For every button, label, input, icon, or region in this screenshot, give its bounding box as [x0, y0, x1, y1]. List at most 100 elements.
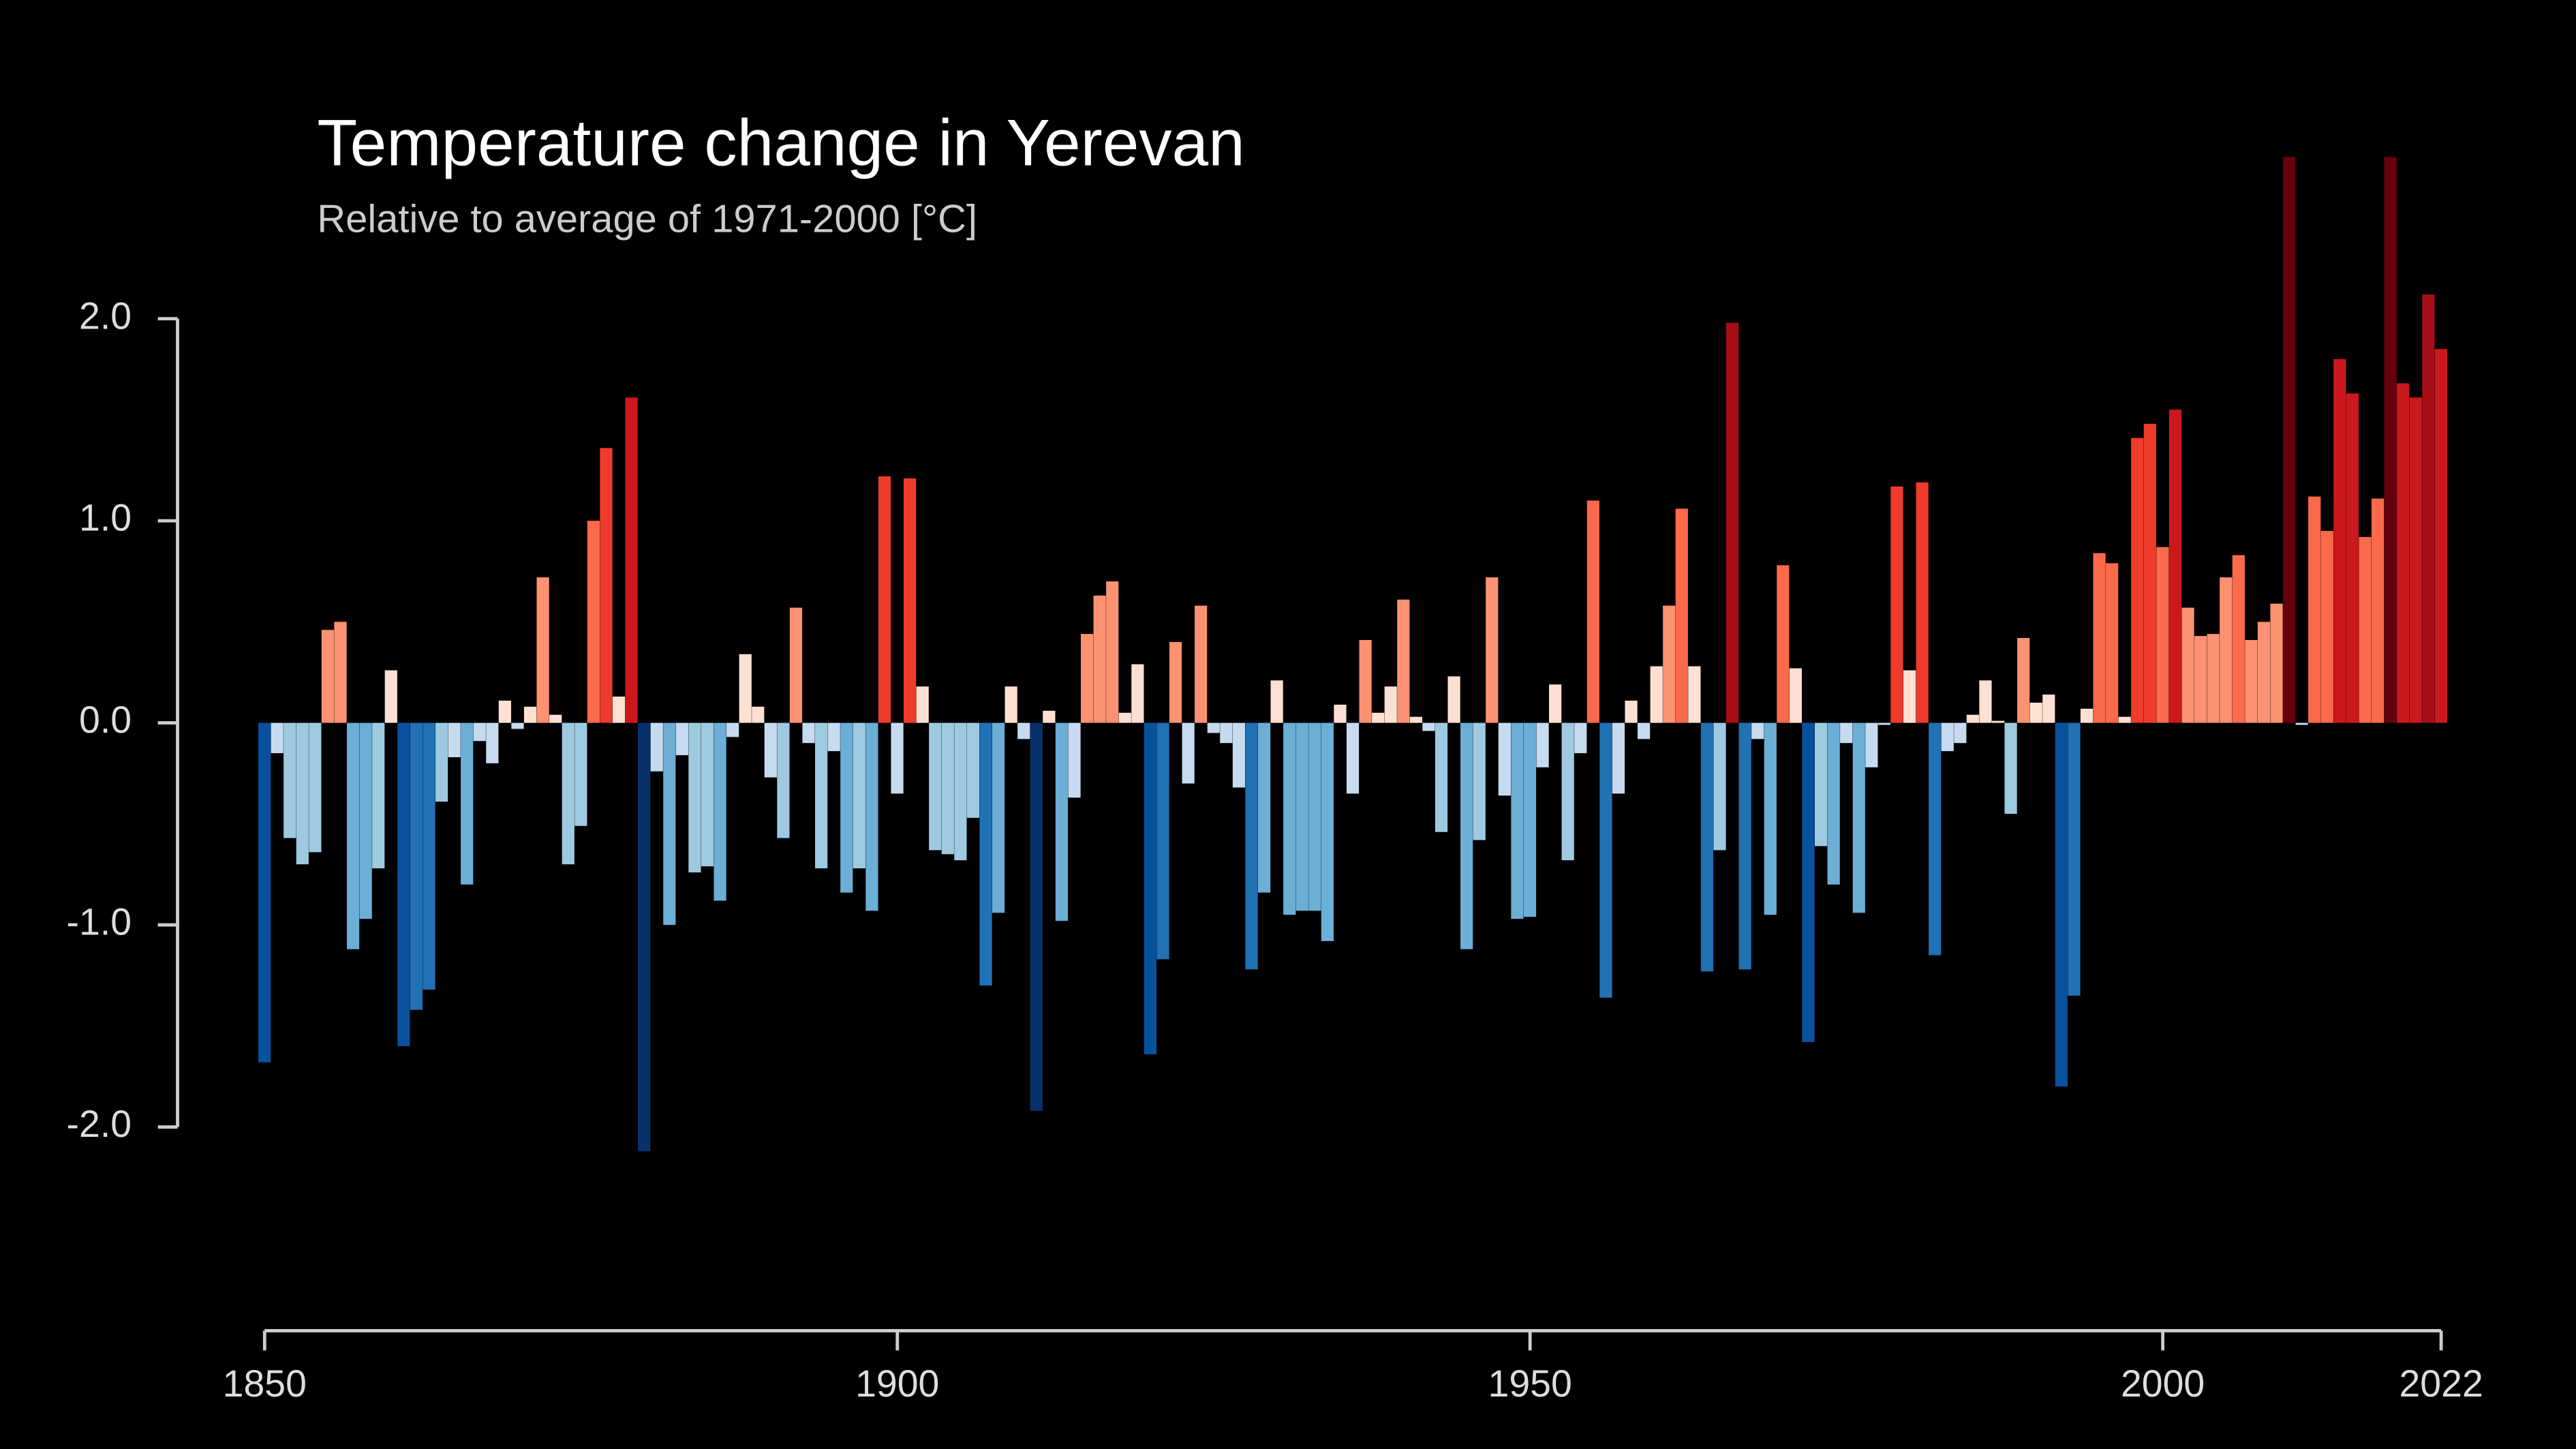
bar [2422, 294, 2435, 723]
bar [1220, 722, 1233, 744]
bar [549, 714, 562, 723]
bar [992, 722, 1005, 913]
bar [1814, 722, 1828, 846]
bar [1700, 722, 1714, 972]
bar [2232, 555, 2245, 723]
bar [739, 654, 752, 723]
bar [688, 722, 701, 872]
bar [1966, 714, 1979, 723]
bar [1270, 680, 1283, 723]
bar [815, 722, 828, 869]
bar [1929, 722, 1942, 956]
bar [1068, 722, 1081, 798]
bar [1890, 486, 1903, 723]
bar [2295, 722, 2308, 725]
bar [334, 622, 347, 723]
bar [2245, 640, 2258, 723]
y-tick-label: 0.0 [79, 699, 132, 741]
bar [916, 686, 929, 723]
bar [1751, 722, 1764, 739]
bar [2029, 702, 2042, 723]
bar [1156, 722, 1169, 960]
bar [1334, 704, 1347, 723]
bar [954, 722, 967, 861]
bar [865, 722, 878, 911]
bar [283, 722, 296, 838]
bar [1486, 577, 1499, 723]
y-tick-label: -2.0 [67, 1103, 132, 1145]
bar [1777, 565, 1790, 723]
bar [600, 448, 613, 723]
bar [941, 722, 954, 855]
bar [2308, 496, 2321, 723]
bar [562, 722, 574, 865]
bar [1473, 722, 1486, 840]
bar [1017, 722, 1030, 739]
bar [1422, 722, 1435, 731]
bar [1080, 634, 1094, 723]
bar [789, 607, 803, 723]
bar [1257, 722, 1271, 893]
bar [1511, 722, 1524, 919]
chart-title: Temperature change in Yerevan [317, 106, 1244, 179]
bar [2194, 636, 2207, 723]
bar [1865, 722, 1878, 767]
bar [1359, 640, 1372, 723]
bar [929, 722, 942, 851]
bar [2168, 410, 2182, 723]
bar [1650, 666, 1663, 723]
bar [1232, 722, 1246, 788]
bar [258, 722, 271, 1063]
bar [1043, 710, 1056, 723]
bar [2068, 722, 2081, 996]
bar [1802, 722, 1815, 1043]
bar [2131, 438, 2144, 723]
x-tick-label: 1850 [223, 1362, 307, 1405]
bar [1625, 700, 1638, 723]
bar [1852, 722, 1865, 913]
bar [2333, 359, 2346, 723]
bar [1182, 722, 1195, 784]
bar [271, 722, 283, 754]
bar [1675, 508, 1688, 723]
bar [904, 478, 917, 723]
bar [1106, 581, 1119, 723]
bar [1409, 716, 1422, 723]
bar [423, 722, 435, 990]
bar [966, 722, 980, 818]
bar [1447, 676, 1460, 723]
x-tick-label: 1900 [855, 1362, 939, 1405]
bar [486, 722, 499, 763]
bar [2093, 553, 2106, 723]
bar [1131, 664, 1144, 723]
bar [1549, 684, 1562, 723]
bar [461, 722, 474, 885]
bar [2080, 708, 2094, 723]
bar [878, 476, 891, 723]
bar [1941, 722, 1954, 752]
bar [523, 706, 537, 723]
bar [675, 722, 688, 756]
bar [2384, 157, 2397, 723]
bar [777, 722, 790, 838]
y-tick-label: -1.0 [67, 901, 132, 943]
bar [1397, 599, 1410, 723]
bar [1726, 322, 1739, 723]
bar [2004, 722, 2017, 814]
chart-subtitle: Relative to average of 1971-2000 [°C] [317, 198, 977, 241]
bar [802, 722, 815, 744]
bar [536, 577, 549, 723]
bar [296, 722, 309, 865]
bar [1638, 722, 1651, 739]
bar [1536, 722, 1549, 767]
bar [1612, 722, 1625, 794]
bar [1789, 668, 1803, 723]
bar [1574, 722, 1587, 754]
bar [1460, 722, 1473, 949]
bar [1295, 722, 1308, 911]
bar [663, 722, 676, 926]
bar [2320, 530, 2333, 723]
bar [498, 700, 512, 723]
bar [574, 722, 587, 826]
